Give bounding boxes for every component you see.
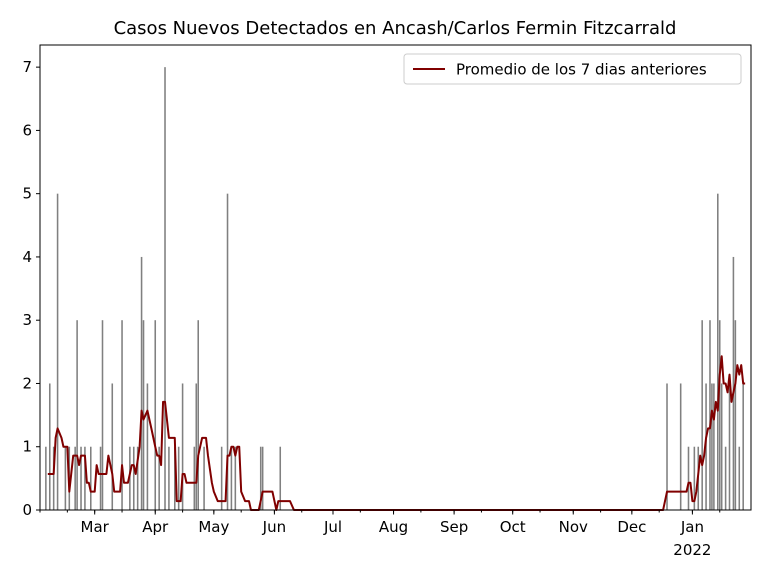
bar — [52, 446, 55, 510]
bar — [738, 446, 741, 510]
bar — [90, 446, 92, 510]
x-tick-label: Dec — [617, 518, 646, 536]
bar — [718, 320, 721, 510]
bar — [717, 193, 719, 511]
x-tick-label: Mar — [81, 518, 110, 536]
bar — [226, 193, 229, 511]
bar — [154, 320, 157, 510]
x-tick-label: May — [198, 518, 229, 536]
bar — [687, 446, 690, 510]
y-tick-label: 4 — [22, 248, 32, 266]
bar — [76, 320, 78, 510]
bar — [193, 446, 196, 510]
bar — [203, 446, 205, 510]
bar — [101, 320, 104, 510]
x-tick-label: Apr — [142, 518, 169, 536]
bar — [197, 320, 199, 510]
bar — [168, 446, 170, 510]
y-tick-label: 0 — [22, 501, 32, 519]
x-tick-label: Jun — [262, 518, 286, 536]
bar — [45, 446, 47, 510]
line-group — [47, 355, 746, 511]
bar — [679, 383, 682, 510]
bar — [732, 256, 735, 510]
bar — [111, 383, 114, 510]
bar — [693, 446, 696, 510]
bar — [279, 446, 282, 510]
bar — [84, 446, 86, 510]
bar — [74, 446, 76, 510]
bar — [181, 383, 184, 510]
bar — [64, 446, 67, 510]
bar — [724, 446, 727, 510]
x-tick-year-label: 2022 — [673, 541, 711, 559]
y-tick-label: 1 — [22, 438, 32, 456]
bar — [259, 446, 262, 510]
y-tick-label: 2 — [22, 374, 32, 392]
bar — [701, 320, 703, 510]
x-tick-label: Oct — [500, 518, 526, 536]
bar — [177, 446, 180, 510]
legend-box — [403, 53, 742, 85]
moving-average-line — [47, 355, 746, 511]
bar — [132, 446, 135, 510]
bar — [711, 383, 713, 510]
bar — [48, 383, 51, 510]
bar — [164, 67, 166, 510]
chart-title: Casos Nuevos Detectados en Ancash/Carlos… — [114, 18, 677, 39]
bar — [146, 383, 149, 510]
bar — [728, 383, 731, 510]
bar — [195, 383, 198, 510]
legend-label: Promedio de los 7 dias anteriores — [456, 61, 707, 79]
x-tick-label: Jan — [680, 518, 704, 536]
x-tick-label: Sep — [440, 518, 468, 536]
bar — [742, 383, 744, 510]
bar — [56, 193, 59, 511]
legend: Promedio de los 7 dias anteriores — [403, 53, 742, 85]
bar — [174, 446, 176, 510]
axes-group: 0 1 2 3 4 5 6 7 Mar Apr May Jun Jul Aug Sep Oct Nov Dec Ja… — [22, 44, 752, 559]
bar — [734, 320, 737, 510]
bar — [220, 446, 223, 510]
bar — [230, 446, 233, 510]
bar — [234, 446, 237, 510]
bar — [261, 446, 264, 510]
bar — [713, 383, 715, 510]
plot-frame — [39, 44, 752, 511]
bar — [136, 446, 139, 510]
bar — [158, 446, 160, 510]
bar — [140, 256, 143, 510]
y-tick-label: 5 — [22, 185, 32, 203]
bar — [121, 320, 123, 510]
bar — [709, 320, 711, 510]
x-tick-label: Aug — [379, 518, 408, 536]
x-tick-label: Nov — [559, 518, 588, 536]
bar — [99, 446, 102, 510]
y-tick-label: 3 — [22, 311, 32, 329]
bar — [80, 446, 82, 510]
bar — [666, 383, 668, 510]
y-tick-label: 6 — [22, 121, 32, 139]
bar — [720, 383, 723, 510]
y-tick-label: 7 — [22, 58, 32, 76]
x-tick-label: Jul — [323, 518, 342, 536]
